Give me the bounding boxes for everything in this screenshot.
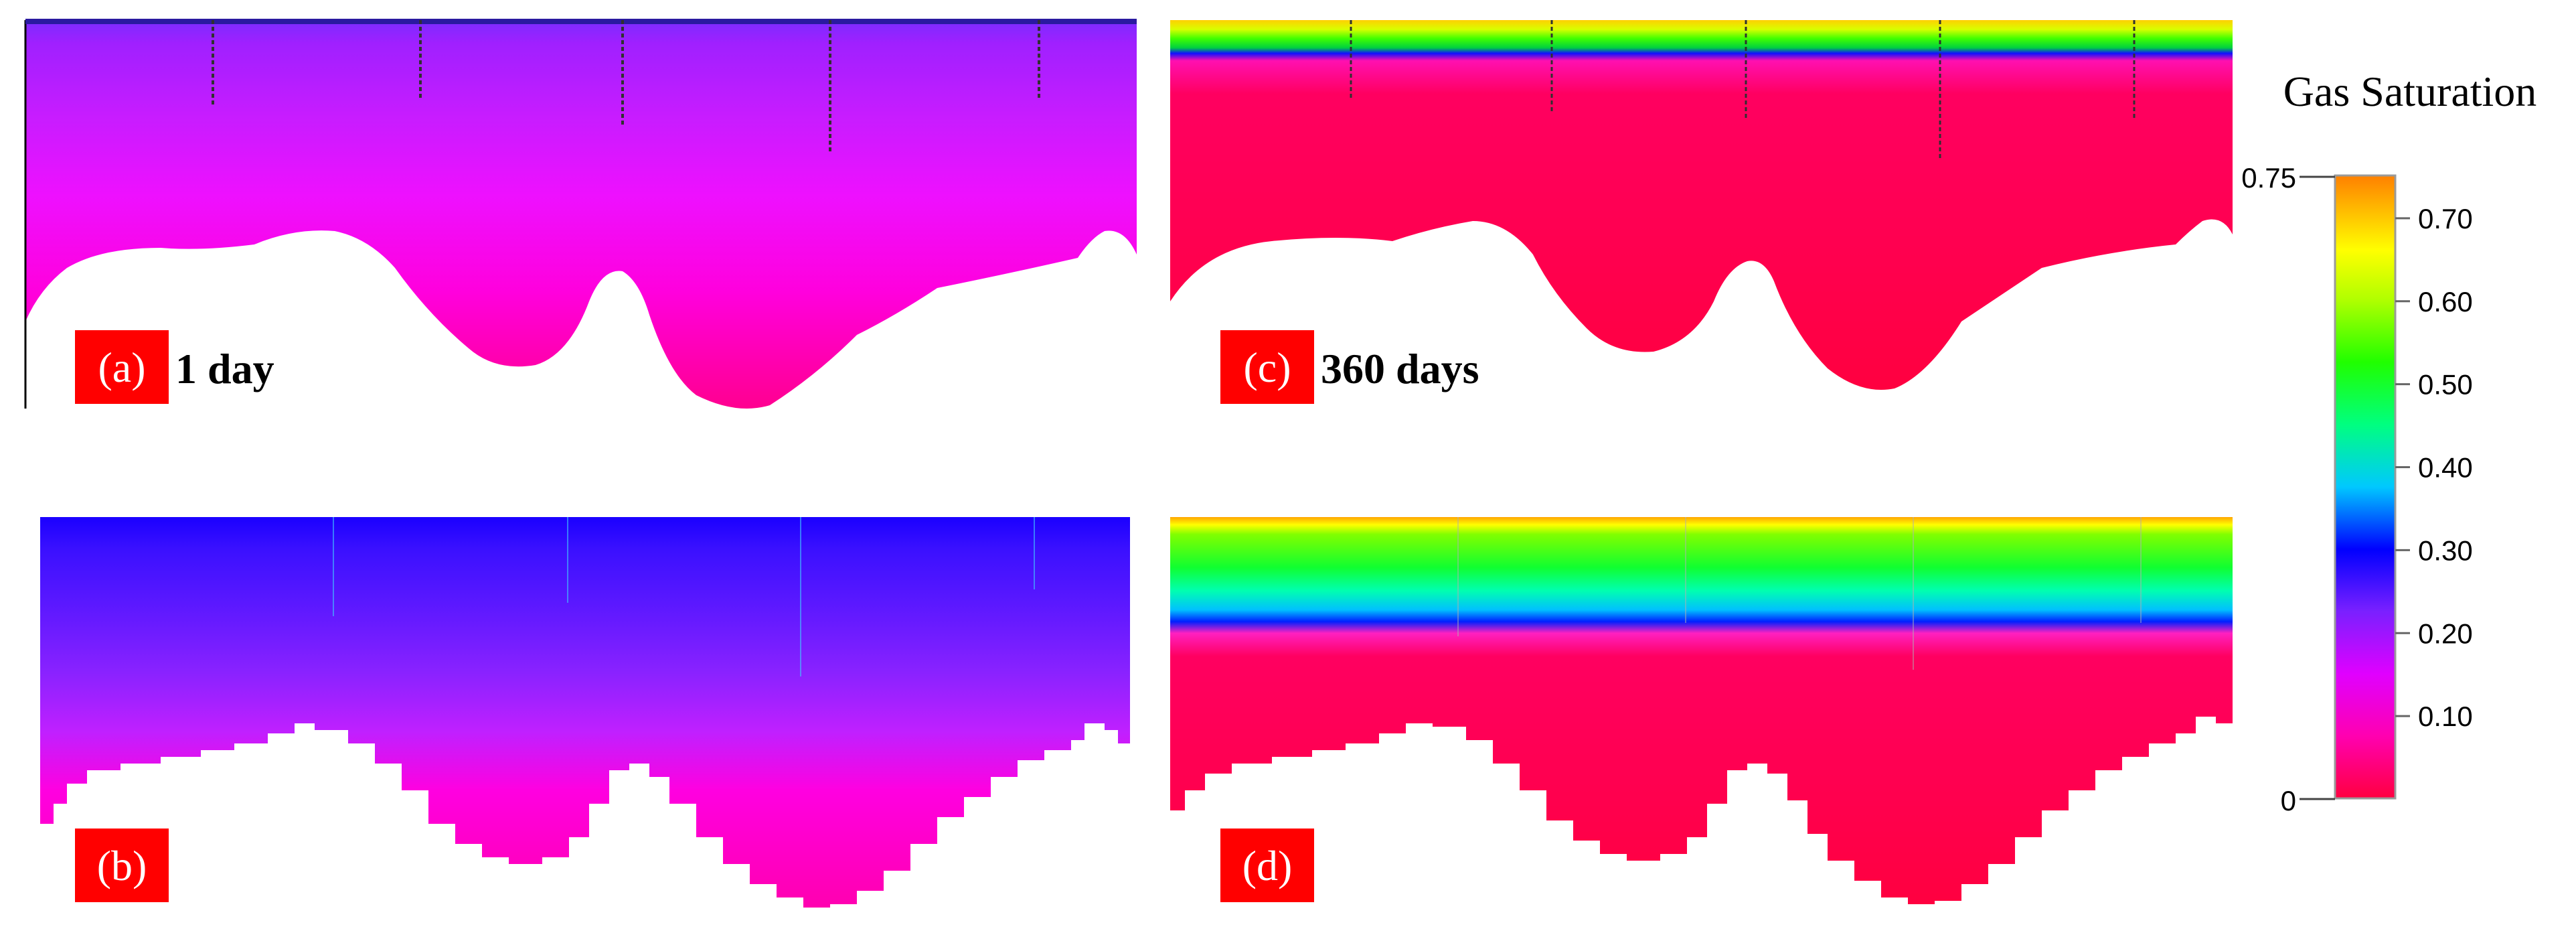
panel-d-map [1170,517,2233,904]
panel-c-label-box [1220,330,1314,404]
panel-b-letter: (b) [97,842,147,889]
panel-a-wells [212,20,1040,154]
colorbar-tick-label: 0.10 [2418,701,2473,732]
panel-b-label: (b) [75,829,169,902]
colorbar-tick-label: 0.70 [2418,203,2473,234]
colorbar-tick-label: 0.40 [2418,452,2473,484]
panel-a-time: 1 day [175,345,274,392]
panel-c-wells [1350,20,2136,161]
panel-d-letter: (d) [1242,842,1293,889]
panel-c-label: (c) 360 days [1220,330,1479,404]
colorbar-tick-label: 0.50 [2418,369,2473,401]
panel-d-label-box [1220,829,1314,902]
colorbar-title: Gas Saturation [2283,68,2537,115]
colorbar-min-label: 0 [2281,785,2296,816]
panel-c-map [1170,20,2233,390]
panel-a-letter: (a) [98,344,145,391]
colorbar-ticks: 0.70 0.60 0.50 0.40 0.30 0.20 0.10 [2395,203,2473,732]
panel-a-map [24,19,1137,409]
panel-b-map [40,517,1130,908]
colorbar: Gas Saturation 0.75 0 0.700.600.500.400.… [2241,68,2537,816]
panel-c-letter: (c) [1243,344,1291,391]
panel-c-time: 360 days [1321,345,1479,392]
panel-b-label-box [75,829,169,902]
panel-a-label: (a) 1 day [75,330,274,404]
colorbar-max-label: 0.75 [2241,162,2296,194]
colorbar-scale [2334,174,2397,800]
panel-d-label: (d) [1220,829,1314,902]
panel-a-label-box [75,330,169,404]
colorbar-tick-label: 0.20 [2418,618,2473,649]
colorbar-tick-label: 0.30 [2418,534,2473,566]
colorbar-tick-label: 0.60 [2418,286,2473,317]
